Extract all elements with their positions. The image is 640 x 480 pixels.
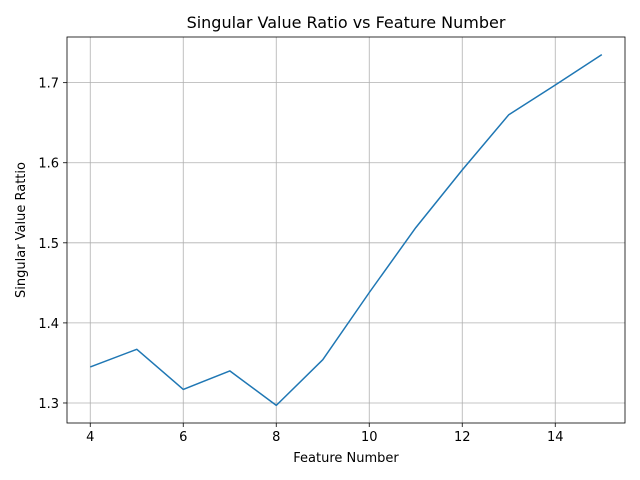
x-tick-label: 12 (454, 430, 471, 445)
x-tick-label: 8 (272, 430, 280, 445)
chart-title: Singular Value Ratio vs Feature Number (187, 13, 506, 32)
y-tick-label: 1.5 (38, 237, 59, 252)
y-axis-label: Singular Value Rattio (14, 162, 29, 298)
x-tick-label: 14 (547, 430, 564, 445)
y-tick-label: 1.3 (38, 397, 59, 412)
y-tick-label: 1.7 (38, 77, 59, 92)
x-axis-label: Feature Number (293, 451, 399, 466)
y-tick-label: 1.4 (38, 317, 59, 332)
y-tick-label: 1.6 (38, 157, 59, 172)
x-tick-label: 6 (179, 430, 187, 445)
grid-lines (67, 37, 625, 423)
x-tick-label: 10 (361, 430, 378, 445)
x-tick-label: 4 (86, 430, 94, 445)
axis-ticks: 4 6 8 10 12 14 1.3 1.4 1.5 1.6 1.7 (38, 77, 563, 445)
plot-frame (66, 36, 626, 424)
series-line (90, 53, 603, 407)
